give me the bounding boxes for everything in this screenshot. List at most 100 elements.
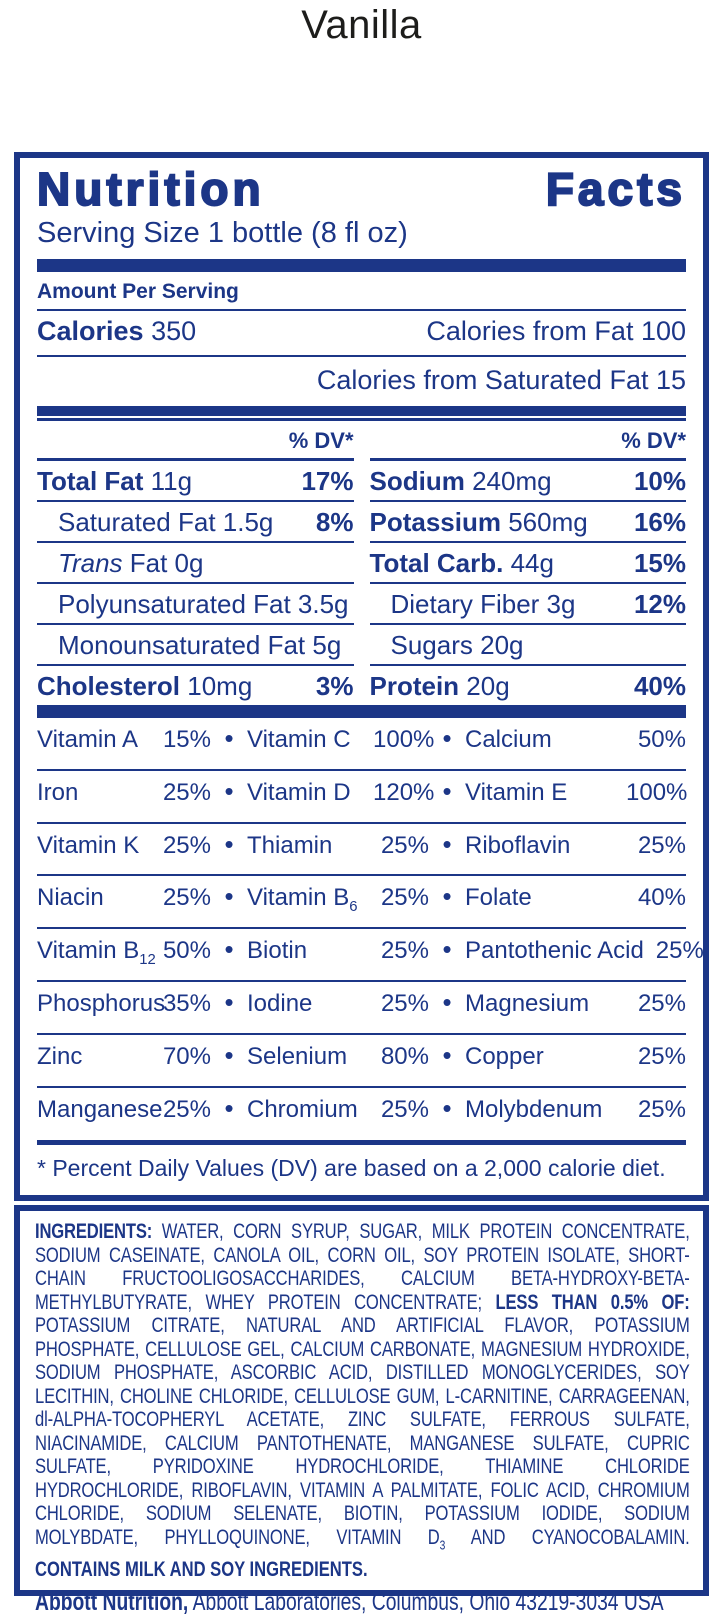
bullet-icon: • (224, 775, 234, 806)
ingredients-text: INGREDIENTS: WATER, CORN SYRUP, SUGAR, M… (35, 1219, 690, 1553)
micronutrient-percent: 25% (162, 1095, 211, 1123)
micronutrient-percent: 25% (380, 1095, 429, 1123)
micronutrient-percent: 40% (637, 884, 686, 912)
nutrient-amount: Sugars 20g (390, 630, 524, 660)
bullet-icon: • (224, 986, 234, 1017)
ingredients-label: INGREDIENTS: (35, 1219, 153, 1244)
separator-line (37, 418, 686, 421)
separator-bar (37, 259, 686, 272)
micronutrient-row: Niacin 25% • Vitamin B6 25% • Folate 40% (37, 876, 686, 930)
nutrient-percent: 10% (633, 466, 686, 496)
micronutrient-name: Vitamin B12 (37, 937, 156, 968)
dv-footnote: * Percent Daily Values (DV) are based on… (37, 1155, 666, 1182)
nutrient-amount: 11g (143, 466, 193, 496)
calories-value: Calories 350 (37, 316, 197, 346)
micronutrient-percent: 25% (162, 831, 211, 859)
micronutrient-name: Chromium (247, 1095, 358, 1123)
bullet-icon: • (442, 723, 452, 753)
bullet-icon: • (224, 723, 234, 753)
micronutrient-name: Iron (37, 778, 79, 806)
micronutrient-name: Folate (465, 884, 532, 912)
micronutrient-percent: 80% (380, 1042, 429, 1070)
micronutrient-name: Pantothenic Acid (465, 937, 644, 965)
bullet-icon: • (442, 881, 452, 912)
nutrient-amount: 240mg (464, 466, 552, 496)
micronutrient-name: Phosphorus (37, 989, 166, 1017)
micronutrient-row: Iron 25% • Vitamin D 120% • Vitamin E 10… (37, 771, 688, 824)
nutrient-percent: 12% (633, 589, 686, 619)
micronutrient-row: Vitamin A 15% • Vitamin C 100% • Calcium… (37, 718, 686, 771)
dv-header-left: % DV* (37, 421, 354, 461)
micronutrient-name: Vitamin B6 (247, 884, 358, 916)
micronutrient-percent: 25% (637, 831, 686, 859)
micronutrient-percent: 15% (162, 726, 211, 753)
micronutrient-name: Vitamin E (465, 778, 568, 806)
calories-row: Calories 350 Calories from Fat 100 (37, 311, 686, 355)
nutrient-percent: 3% (315, 671, 354, 701)
micronutrient-name: Biotin (247, 937, 308, 965)
micronutrient-percent: 25% (637, 989, 686, 1017)
bullet-icon: • (224, 934, 234, 965)
micronutrient-percent: 50% (637, 726, 686, 753)
micronutrient-name: Thiamin (247, 831, 333, 859)
nutrient-amount: Saturated Fat 1.5g (58, 507, 274, 537)
micronutrient-percent: 70% (162, 1042, 211, 1070)
micronutrient-row: Phosphorus 35% • Iodine 25% • Magnesium … (37, 982, 686, 1035)
nutrient-row: Sugars 20g (369, 625, 686, 666)
micronutrient-table: Vitamin A 15% • Vitamin C 100% • Calcium… (37, 718, 704, 1138)
bullet-icon: • (224, 1092, 234, 1123)
micronutrient-percent: 25% (380, 937, 429, 965)
serving-size: Serving Size 1 bottle (8 fl oz) (37, 217, 408, 249)
nutrient-row: Potassium 560mg 16% (369, 502, 686, 543)
micronutrient-percent: 100% (373, 726, 435, 753)
micronutrient-percent: 25% (380, 884, 429, 912)
micronutrient-name: Riboflavin (465, 831, 571, 859)
nutrient-name: Total Fat (37, 466, 144, 496)
ingredients-box: INGREDIENTS: WATER, CORN SYRUP, SUGAR, M… (14, 1205, 709, 1616)
manufacturer-line: Abbott Nutrition, Abbott Laboratories, C… (35, 1587, 690, 1618)
nutrient-percent: 8% (315, 507, 354, 537)
page-title: Vanilla (301, 3, 422, 47)
bullet-icon: • (442, 934, 452, 965)
separator-bar (37, 406, 686, 416)
nutrient-percent: 40% (633, 671, 686, 701)
micronutrient-percent: 25% (655, 937, 704, 965)
bullet-icon: • (442, 1092, 452, 1123)
micronutrient-row: Vitamin B12 50% • Biotin 25% • Pantothen… (37, 929, 704, 982)
nutrient-row: Dietary Fiber 3g 12% (369, 584, 686, 625)
manufacturer-address: Abbott Laboratories, Columbus, Ohio 4321… (188, 1587, 664, 1616)
micronutrient-name: Vitamin D (247, 778, 351, 806)
nutrition-facts-heading: Nutrition Facts (36, 161, 686, 217)
micronutrient-percent: 35% (162, 989, 211, 1017)
heading-word-facts: Facts (545, 162, 686, 216)
separator-bar (37, 705, 686, 718)
nutrient-amount: 560mg (501, 507, 588, 537)
micronutrient-name: Calcium (465, 726, 552, 753)
nutrient-amount: Fat 0g (122, 548, 204, 578)
nutrient-row: Sodium 240mg 10% (369, 461, 686, 502)
micronutrient-name: Manganese (37, 1095, 163, 1123)
nutrient-row: Total Fat 11g 17% (37, 461, 354, 502)
nutrient-row: Protein 20g 40% (369, 671, 687, 701)
micronutrient-percent: 25% (637, 1042, 686, 1070)
micronutrient-percent: 25% (380, 989, 429, 1017)
bullet-icon: • (224, 881, 234, 912)
nutrient-percent: 16% (633, 507, 686, 537)
micronutrient-name: Molybdenum (465, 1095, 603, 1123)
heading-word-nutrition: Nutrition (36, 162, 265, 216)
micronutrient-percent: 50% (162, 937, 211, 965)
brand-name: Abbott Nutrition, (35, 1587, 189, 1616)
less-than-label: LESS THAN 0.5% OF: (495, 1289, 690, 1314)
nutrient-row: Saturated Fat 1.5g 8% (37, 502, 354, 543)
micronutrient-row: Zinc 70% • Selenium 80% • Copper 25% (37, 1035, 686, 1088)
micronutrient-name: Niacin (37, 884, 104, 912)
ingredients-content: INGREDIENTS: WATER, CORN SYRUP, SUGAR, M… (35, 1220, 690, 1617)
nutrient-amount: 20g (459, 671, 510, 701)
micronutrient-percent: 100% (626, 778, 688, 806)
nutrient-amount: Monounsaturated Fat 5g (58, 630, 342, 660)
micronutrient-name: Zinc (37, 1042, 83, 1070)
micronutrient-percent: 120% (373, 778, 435, 806)
nutrient-percent: 15% (633, 548, 686, 578)
dv-header-right: % DV* (369, 421, 686, 461)
micronutrient-row: Vitamin K 25% • Thiamin 25% • Riboflavin… (37, 824, 686, 877)
